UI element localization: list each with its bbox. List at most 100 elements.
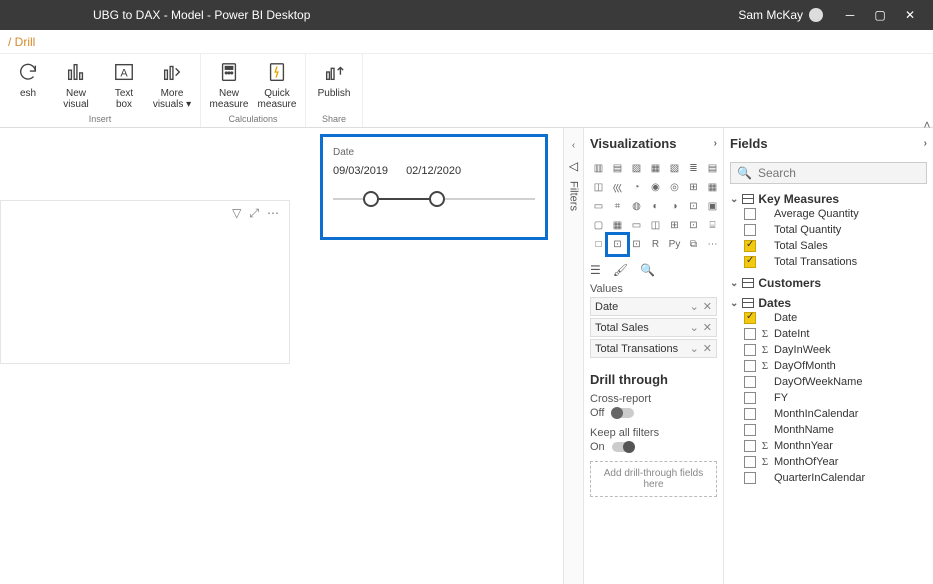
filter-icon[interactable]: ▽ [232,206,241,220]
viz-type-16[interactable]: ◍ [628,198,645,215]
remove-icon[interactable]: ✕ [703,300,712,313]
remove-icon[interactable]: ✕ [703,342,712,355]
field-fy[interactable]: FY [730,390,927,406]
viz-type-32[interactable]: Py [666,236,683,253]
checkbox[interactable] [744,344,756,356]
slicer-slider[interactable] [333,187,535,211]
viz-type-31[interactable]: R [647,236,664,253]
viz-type-33[interactable]: ⧉ [685,236,702,253]
field-monthincalendar[interactable]: MonthInCalendar [730,406,927,422]
viz-type-3[interactable]: ▦ [647,160,664,177]
cross-report-toggle[interactable] [612,408,634,418]
viz-type-5[interactable]: ≣ [685,160,702,177]
field-dayofmonth[interactable]: ΣDayOfMonth [730,358,927,374]
viz-type-23[interactable]: ▭ [628,217,645,234]
chevron-down-icon[interactable]: ⌄ [690,342,699,355]
checkbox[interactable] [744,224,756,236]
field-dayofweekname[interactable]: DayOfWeekName [730,374,927,390]
refresh-button[interactable]: esh [6,56,50,99]
checkbox[interactable] [744,392,756,404]
viz-type-6[interactable]: ▤ [704,160,721,177]
viz-type-1[interactable]: ▤ [609,160,626,177]
fields-tab-icon[interactable]: ☰ [590,263,601,277]
field-total-quantity[interactable]: Total Quantity [730,222,927,238]
textbox-button[interactable]: A Textbox [102,56,146,110]
field-well[interactable]: Total Sales⌄✕ [590,318,717,337]
viz-type-25[interactable]: ⊞ [666,217,683,234]
viz-type-13[interactable]: ▦ [704,179,721,196]
close-button[interactable]: ✕ [895,0,925,30]
viz-type-24[interactable]: ◫ [647,217,664,234]
analytics-tab-icon[interactable]: 🔍 [640,263,655,277]
morevisuals-button[interactable]: Morevisuals ▾ [150,56,194,110]
checkbox[interactable] [744,408,756,420]
publish-button[interactable]: Publish [312,56,356,99]
minimize-button[interactable]: ─ [835,0,865,30]
viz-type-21[interactable]: ▢ [590,217,607,234]
viz-type-19[interactable]: ⊡ [685,198,702,215]
checkbox[interactable] [744,240,756,252]
format-tab-icon[interactable]: 🖌 [613,263,628,277]
search-input[interactable] [758,166,920,180]
field-total-transations[interactable]: Total Transations [730,254,927,270]
field-monthnyear[interactable]: ΣMonthnYear [730,438,927,454]
remove-icon[interactable]: ✕ [703,321,712,334]
field-average-quantity[interactable]: Average Quantity [730,206,927,222]
viz-type-27[interactable]: ⌸ [704,217,721,234]
table-key-measures[interactable]: ⌄Key Measures [730,192,927,206]
canvas-area[interactable]: Date 09/03/2019 02/12/2020 ▽ ⤢ ⋯ [0,128,563,584]
slider-handle-start[interactable] [363,191,379,207]
field-monthofyear[interactable]: ΣMonthOfYear [730,454,927,470]
date-slicer-visual[interactable]: Date 09/03/2019 02/12/2020 [320,134,548,240]
fields-panel-collapse-icon[interactable]: › [924,138,927,149]
newvisual-button[interactable]: Newvisual [54,56,98,110]
table-visual-placeholder[interactable]: ▽ ⤢ ⋯ [0,200,290,364]
checkbox[interactable] [744,424,756,436]
focus-icon[interactable]: ⤢ [249,206,259,221]
checkbox[interactable] [744,376,756,388]
viz-type-17[interactable]: ◐ [647,198,664,215]
viz-type-29[interactable]: ⊡ [609,236,626,253]
slicer-from[interactable]: 09/03/2019 [333,165,388,177]
checkbox[interactable] [744,312,756,324]
checkbox[interactable] [744,256,756,268]
viz-type-12[interactable]: ⊞ [685,179,702,196]
user-label[interactable]: Sam McKay [738,8,823,22]
viz-type-34[interactable]: ⋯ [704,236,721,253]
viz-type-22[interactable]: ▦ [609,217,626,234]
more-icon[interactable]: ⋯ [267,206,279,220]
field-well[interactable]: Date⌄✕ [590,297,717,316]
viz-type-4[interactable]: ▧ [666,160,683,177]
viz-type-0[interactable]: ▥ [590,160,607,177]
chevron-down-icon[interactable]: ⌄ [690,300,699,313]
viz-panel-collapse-icon[interactable]: › [714,138,717,149]
viz-type-9[interactable]: ◔ [628,179,645,196]
viz-type-2[interactable]: ▨ [628,160,645,177]
filters-collapse-icon[interactable]: ◁ [569,159,578,173]
checkbox[interactable] [744,328,756,340]
viz-type-10[interactable]: ◉ [647,179,664,196]
newmeasure-button[interactable]: Newmeasure [207,56,251,110]
viz-type-11[interactable]: ◎ [666,179,683,196]
drill-through-dropzone[interactable]: Add drill-through fields here [590,461,717,497]
field-date[interactable]: Date [730,310,927,326]
field-dayinweek[interactable]: ΣDayInWeek [730,342,927,358]
checkbox[interactable] [744,472,756,484]
filters-expand-icon[interactable]: ‹ [572,140,575,151]
field-quarterincalendar[interactable]: QuarterInCalendar [730,470,927,486]
viz-type-8[interactable]: ⼮ [609,179,626,196]
viz-type-26[interactable]: ⊡ [685,217,702,234]
viz-type-30[interactable]: ⊡ [628,236,645,253]
field-well[interactable]: Total Transations⌄✕ [590,339,717,358]
quickmeasure-button[interactable]: Quickmeasure [255,56,299,110]
viz-type-28[interactable]: □ [590,236,607,253]
viz-type-14[interactable]: ▭ [590,198,607,215]
table-customers[interactable]: ⌄Customers [730,276,927,290]
checkbox[interactable] [744,440,756,452]
table-dates[interactable]: ⌄Dates [730,296,927,310]
keep-filters-toggle[interactable] [612,442,634,452]
checkbox[interactable] [744,360,756,372]
field-monthname[interactable]: MonthName [730,422,927,438]
viz-type-7[interactable]: ◫ [590,179,607,196]
field-total-sales[interactable]: Total Sales [730,238,927,254]
